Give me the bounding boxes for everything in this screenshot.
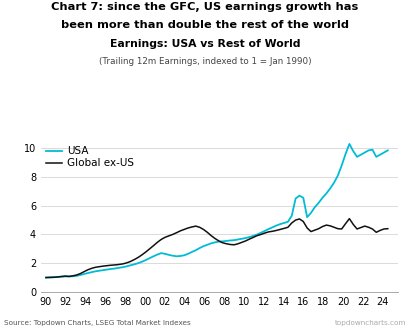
Global ex-US: [327, 224, 332, 228]
Text: Chart 7: since the GFC, US earnings growth has: Chart 7: since the GFC, US earnings grow…: [51, 2, 358, 11]
Text: been more than double the rest of the world: been more than double the rest of the wo…: [61, 20, 348, 30]
Text: Source: Topdown Charts, LSEG Total Market Indexes: Source: Topdown Charts, LSEG Total Marke…: [4, 320, 190, 326]
USA: [335, 174, 339, 177]
Line: Global ex-US: Global ex-US: [46, 219, 387, 277]
Line: USA: USA: [46, 144, 387, 277]
Global ex-US: [335, 227, 339, 231]
Text: (Trailing 12m Earnings, indexed to 1 = Jan 1990): (Trailing 12m Earnings, indexed to 1 = J…: [99, 57, 310, 66]
USA: [43, 276, 48, 279]
Global ex-US: [281, 226, 286, 230]
USA: [346, 142, 351, 146]
USA: [384, 148, 389, 152]
Global ex-US: [43, 276, 48, 279]
USA: [373, 155, 378, 159]
Global ex-US: [147, 247, 152, 251]
Global ex-US: [346, 217, 351, 221]
Global ex-US: [373, 230, 378, 234]
Global ex-US: [89, 266, 94, 270]
Text: topdowncharts.com: topdowncharts.com: [334, 320, 405, 326]
Global ex-US: [384, 227, 389, 231]
USA: [147, 256, 152, 260]
USA: [89, 270, 94, 274]
USA: [281, 221, 286, 225]
USA: [327, 187, 332, 191]
Text: Earnings: USA vs Rest of World: Earnings: USA vs Rest of World: [110, 39, 299, 49]
Legend: USA, Global ex-US: USA, Global ex-US: [46, 146, 134, 168]
